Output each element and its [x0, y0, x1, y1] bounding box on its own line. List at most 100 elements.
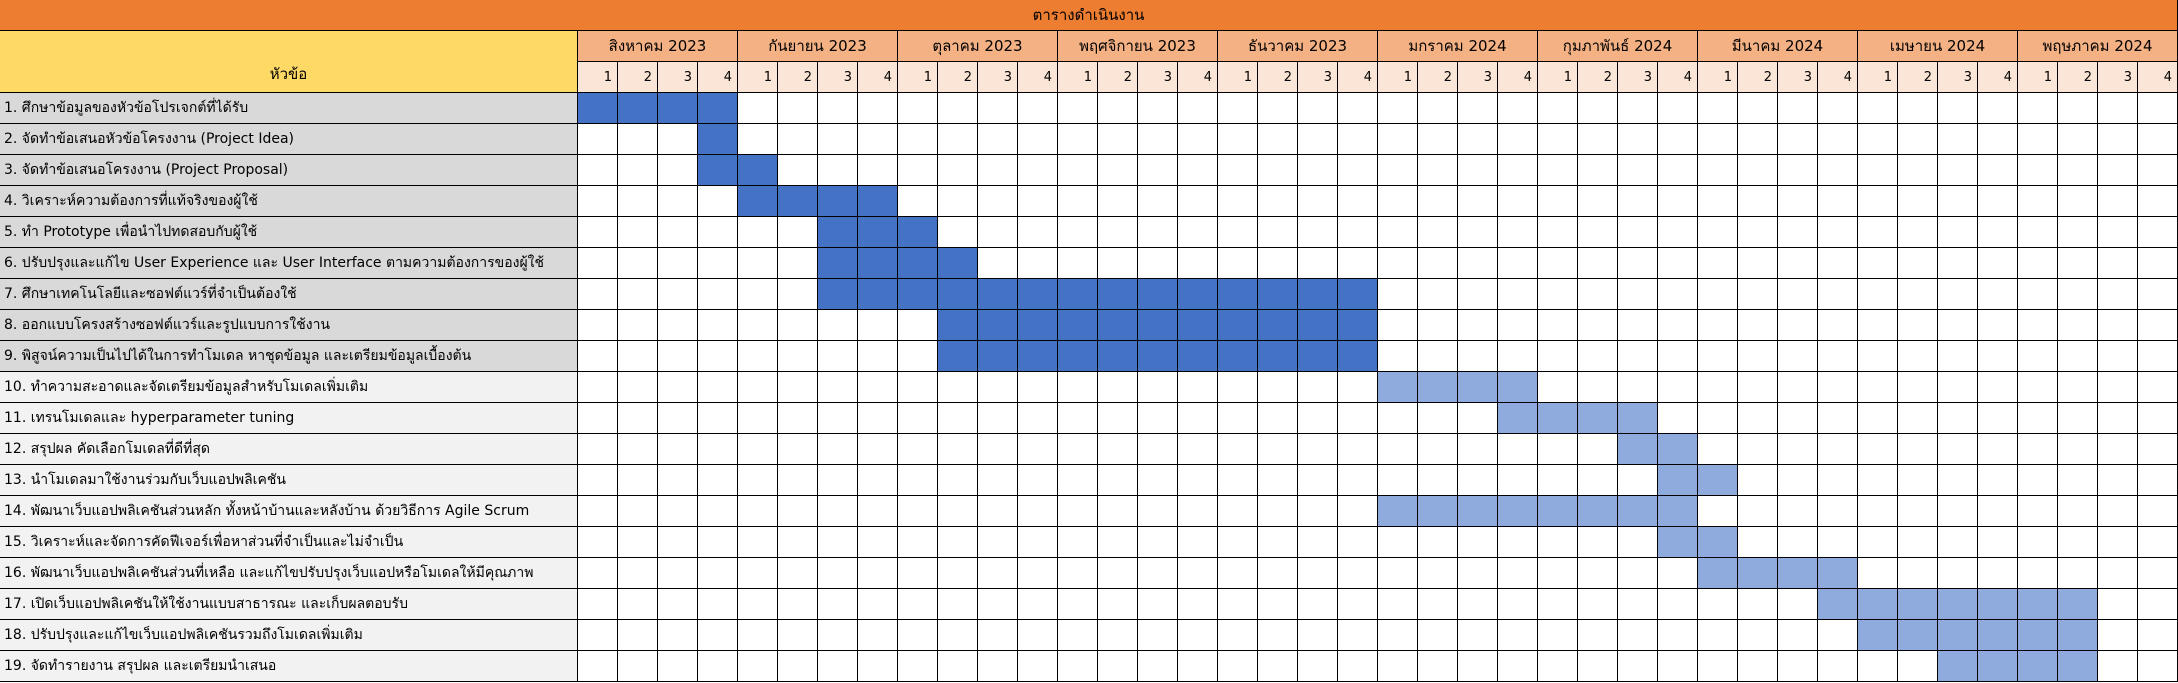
timeline-cell: [1098, 124, 1138, 155]
timeline-cell: [698, 496, 738, 527]
timeline-cell: [2138, 465, 2178, 496]
gantt-bar-cell: [1538, 496, 1578, 527]
timeline-cell: [1858, 434, 1898, 465]
timeline-cell: [1378, 124, 1418, 155]
timeline-cell: [1898, 403, 1938, 434]
timeline-cell: [1418, 248, 1458, 279]
timeline-cell: [1098, 217, 1138, 248]
timeline-cell: [1658, 589, 1698, 620]
gantt-bar-cell: [1218, 279, 1258, 310]
week-number: 2: [1418, 62, 1458, 93]
timeline-cell: [2138, 155, 2178, 186]
gantt-bar-cell: [1778, 558, 1818, 589]
gantt-bar-cell: [898, 279, 938, 310]
timeline-cell: [1858, 403, 1898, 434]
timeline-cell: [738, 248, 778, 279]
timeline-cell: [1058, 248, 1098, 279]
timeline-cell: [1418, 155, 1458, 186]
timeline-cell: [1178, 372, 1218, 403]
gantt-bar-cell: [938, 310, 978, 341]
timeline-cell: [1858, 372, 1898, 403]
timeline-cell: [2138, 620, 2178, 651]
gantt-bar-cell: [858, 279, 898, 310]
timeline-cell: [1018, 496, 1058, 527]
timeline-cell: [898, 341, 938, 372]
timeline-cell: [698, 310, 738, 341]
timeline-cell: [1578, 620, 1618, 651]
timeline-cell: [2138, 186, 2178, 217]
gantt-bar-cell: [1298, 279, 1338, 310]
gantt-bar-cell: [618, 93, 658, 124]
gantt-bar-cell: [1898, 620, 1938, 651]
timeline-cell: [1458, 310, 1498, 341]
timeline-cell: [1258, 434, 1298, 465]
timeline-cell: [1298, 217, 1338, 248]
timeline-cell: [2098, 620, 2138, 651]
timeline-cell: [1618, 620, 1658, 651]
week-number: 2: [1258, 62, 1298, 93]
gantt-bar-cell: [1018, 310, 1058, 341]
timeline-cell: [1258, 558, 1298, 589]
timeline-cell: [2098, 372, 2138, 403]
timeline-cell: [1258, 496, 1298, 527]
timeline-cell: [1058, 155, 1098, 186]
timeline-cell: [738, 93, 778, 124]
gantt-bar-cell: [1818, 589, 1858, 620]
timeline-cell: [1698, 434, 1738, 465]
timeline-cell: [1978, 341, 2018, 372]
timeline-cell: [938, 496, 978, 527]
timeline-cell: [1578, 279, 1618, 310]
gantt-bar-cell: [1138, 279, 1178, 310]
timeline-cell: [2058, 279, 2098, 310]
timeline-cell: [858, 465, 898, 496]
gantt-bar-cell: [1578, 496, 1618, 527]
timeline-cell: [938, 403, 978, 434]
timeline-cell: [1818, 651, 1858, 682]
timeline-cell: [1618, 279, 1658, 310]
timeline-cell: [1698, 651, 1738, 682]
timeline-cell: [2058, 155, 2098, 186]
timeline-cell: [818, 124, 858, 155]
timeline-cell: [1978, 558, 2018, 589]
timeline-cell: [1778, 279, 1818, 310]
timeline-cell: [738, 403, 778, 434]
timeline-cell: [1298, 155, 1338, 186]
timeline-cell: [1738, 248, 1778, 279]
timeline-cell: [1618, 217, 1658, 248]
timeline-cell: [1098, 527, 1138, 558]
timeline-cell: [818, 434, 858, 465]
week-number: 1: [738, 62, 778, 93]
timeline-cell: [1618, 651, 1658, 682]
timeline-cell: [1698, 589, 1738, 620]
timeline-cell: [1498, 93, 1538, 124]
week-number: 4: [1338, 62, 1378, 93]
timeline-cell: [978, 527, 1018, 558]
timeline-cell: [1858, 651, 1898, 682]
timeline-cell: [658, 124, 698, 155]
timeline-cell: [2098, 403, 2138, 434]
timeline-cell: [2018, 372, 2058, 403]
timeline-cell: [1418, 186, 1458, 217]
timeline-cell: [818, 155, 858, 186]
timeline-cell: [1618, 527, 1658, 558]
gantt-bar-cell: [2058, 589, 2098, 620]
week-number: 3: [1618, 62, 1658, 93]
timeline-cell: [2138, 93, 2178, 124]
timeline-cell: [738, 217, 778, 248]
timeline-cell: [1298, 651, 1338, 682]
gantt-bar-cell: [1298, 341, 1338, 372]
timeline-cell: [1258, 186, 1298, 217]
timeline-cell: [1738, 93, 1778, 124]
timeline-cell: [2138, 403, 2178, 434]
gantt-bar-cell: [818, 279, 858, 310]
timeline-cell: [778, 341, 818, 372]
timeline-cell: [578, 558, 618, 589]
timeline-cell: [1458, 186, 1498, 217]
timeline-cell: [698, 465, 738, 496]
week-number: 1: [1538, 62, 1578, 93]
gantt-bar-cell: [978, 310, 1018, 341]
timeline-cell: [1898, 651, 1938, 682]
timeline-cell: [1978, 403, 2018, 434]
timeline-cell: [938, 527, 978, 558]
timeline-cell: [1178, 93, 1218, 124]
